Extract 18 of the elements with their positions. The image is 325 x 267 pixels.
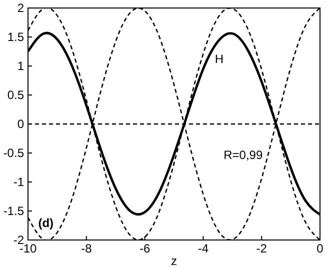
x-tick-label: -4 — [198, 242, 209, 256]
y-tick-label: 0 — [17, 116, 24, 131]
x-tick-label: -6 — [139, 242, 150, 256]
y-tick-label: 1 — [17, 58, 24, 73]
x-tick-label: 0 — [316, 242, 324, 256]
x-tick-label: -8 — [81, 242, 92, 256]
y-tick-label: -2 — [13, 232, 24, 247]
annotation: R=0,99 — [224, 148, 263, 162]
y-tick-label: -1 — [13, 174, 24, 189]
y-tick-label: -0.5 — [3, 146, 24, 160]
x-tick-label: -2 — [256, 242, 268, 256]
y-tick-label: 1.5 — [7, 30, 24, 44]
y-tick-label: 2 — [17, 0, 24, 15]
series-label: H — [214, 52, 224, 66]
x-axis-title: z — [171, 254, 177, 267]
y-tick-label: 0.5 — [7, 88, 24, 102]
annotation: (d) — [38, 216, 54, 230]
y-tick-label: -1.5 — [3, 204, 24, 218]
